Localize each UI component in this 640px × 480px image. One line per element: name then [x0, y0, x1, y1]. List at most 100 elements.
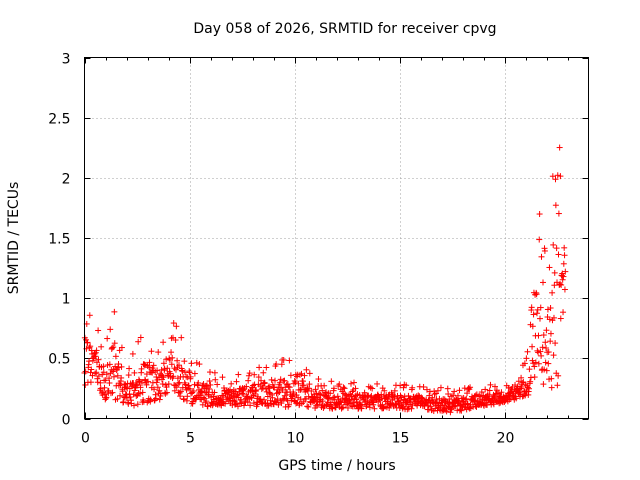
data-point — [532, 359, 539, 366]
data-point — [82, 368, 89, 375]
data-point — [555, 372, 562, 379]
plot-frame — [84, 57, 589, 419]
data-point — [305, 403, 312, 410]
data-point — [330, 385, 337, 392]
data-point — [187, 373, 194, 380]
data-point — [314, 394, 321, 401]
data-point — [180, 396, 187, 403]
data-point — [257, 396, 264, 403]
data-point — [247, 402, 254, 409]
data-point — [280, 357, 287, 364]
data-point — [251, 371, 258, 378]
data-point — [93, 369, 100, 376]
data-point — [536, 236, 543, 243]
x-tick-label: 15 — [392, 431, 410, 447]
data-point — [543, 327, 550, 334]
data-point — [562, 268, 569, 275]
data-point — [555, 210, 562, 217]
data-point — [272, 377, 279, 384]
data-point — [465, 385, 472, 392]
data-point — [379, 385, 386, 392]
data-point — [385, 394, 392, 401]
data-point — [539, 344, 546, 351]
data-point — [537, 304, 544, 311]
data-point — [174, 357, 181, 364]
data-point — [276, 379, 283, 386]
data-point — [540, 332, 547, 339]
data-point — [558, 281, 565, 288]
data-point — [512, 382, 519, 389]
data-point — [540, 381, 547, 388]
data-point — [109, 389, 116, 396]
data-point — [170, 320, 177, 327]
data-point — [193, 359, 200, 366]
data-point — [559, 276, 566, 283]
data-point — [93, 347, 100, 354]
data-point — [114, 365, 121, 372]
data-point — [212, 376, 219, 383]
data-point — [168, 361, 175, 368]
data-point — [156, 396, 163, 403]
data-point — [353, 396, 360, 403]
data-point — [286, 357, 293, 364]
data-point — [531, 374, 538, 381]
data-point — [306, 370, 313, 377]
data-point — [293, 392, 300, 399]
data-point — [552, 340, 559, 347]
data-point — [131, 402, 138, 409]
data-point — [533, 291, 540, 298]
data-point — [266, 385, 273, 392]
data-point — [154, 367, 161, 374]
data-point — [211, 369, 218, 376]
data-point — [241, 402, 248, 409]
data-point — [535, 332, 542, 339]
data-point — [462, 396, 469, 403]
data-point — [155, 349, 162, 356]
data-point — [451, 388, 458, 395]
data-point — [420, 383, 427, 390]
data-point — [284, 380, 291, 387]
x-tick-label: 0 — [81, 431, 90, 447]
data-point — [171, 387, 178, 394]
data-point — [542, 359, 549, 366]
data-point — [560, 260, 567, 267]
data-point — [110, 373, 117, 380]
data-point — [467, 384, 474, 391]
data-point — [550, 241, 557, 248]
data-point — [253, 386, 260, 393]
data-point — [551, 269, 558, 276]
data-point — [103, 394, 110, 401]
data-point — [534, 347, 541, 354]
data-point — [260, 369, 267, 376]
data-point — [176, 379, 183, 386]
data-point — [391, 387, 398, 394]
data-point — [150, 362, 157, 369]
data-point — [535, 360, 542, 367]
data-point — [482, 386, 489, 393]
data-point — [109, 344, 116, 351]
data-point — [557, 315, 564, 322]
data-point — [326, 395, 333, 402]
data-point — [245, 377, 252, 384]
data-point — [538, 253, 545, 260]
data-point — [261, 380, 268, 387]
data-point — [129, 350, 136, 357]
data-point — [148, 348, 155, 355]
data-point — [154, 384, 161, 391]
data-point — [131, 369, 138, 376]
data-point — [146, 359, 153, 366]
data-point — [327, 390, 334, 397]
data-point — [178, 334, 185, 341]
data-point — [478, 389, 485, 396]
x-tick-label: 5 — [186, 431, 195, 447]
data-point — [87, 369, 94, 376]
data-point — [521, 360, 528, 367]
data-point — [159, 372, 166, 379]
data-point — [533, 310, 540, 317]
data-point — [559, 270, 566, 277]
data-point — [301, 372, 308, 379]
data-point — [164, 365, 171, 372]
x-tick-labels: 0 5 10 15 20 — [81, 431, 514, 447]
data-point — [298, 370, 305, 377]
data-point — [427, 403, 434, 410]
